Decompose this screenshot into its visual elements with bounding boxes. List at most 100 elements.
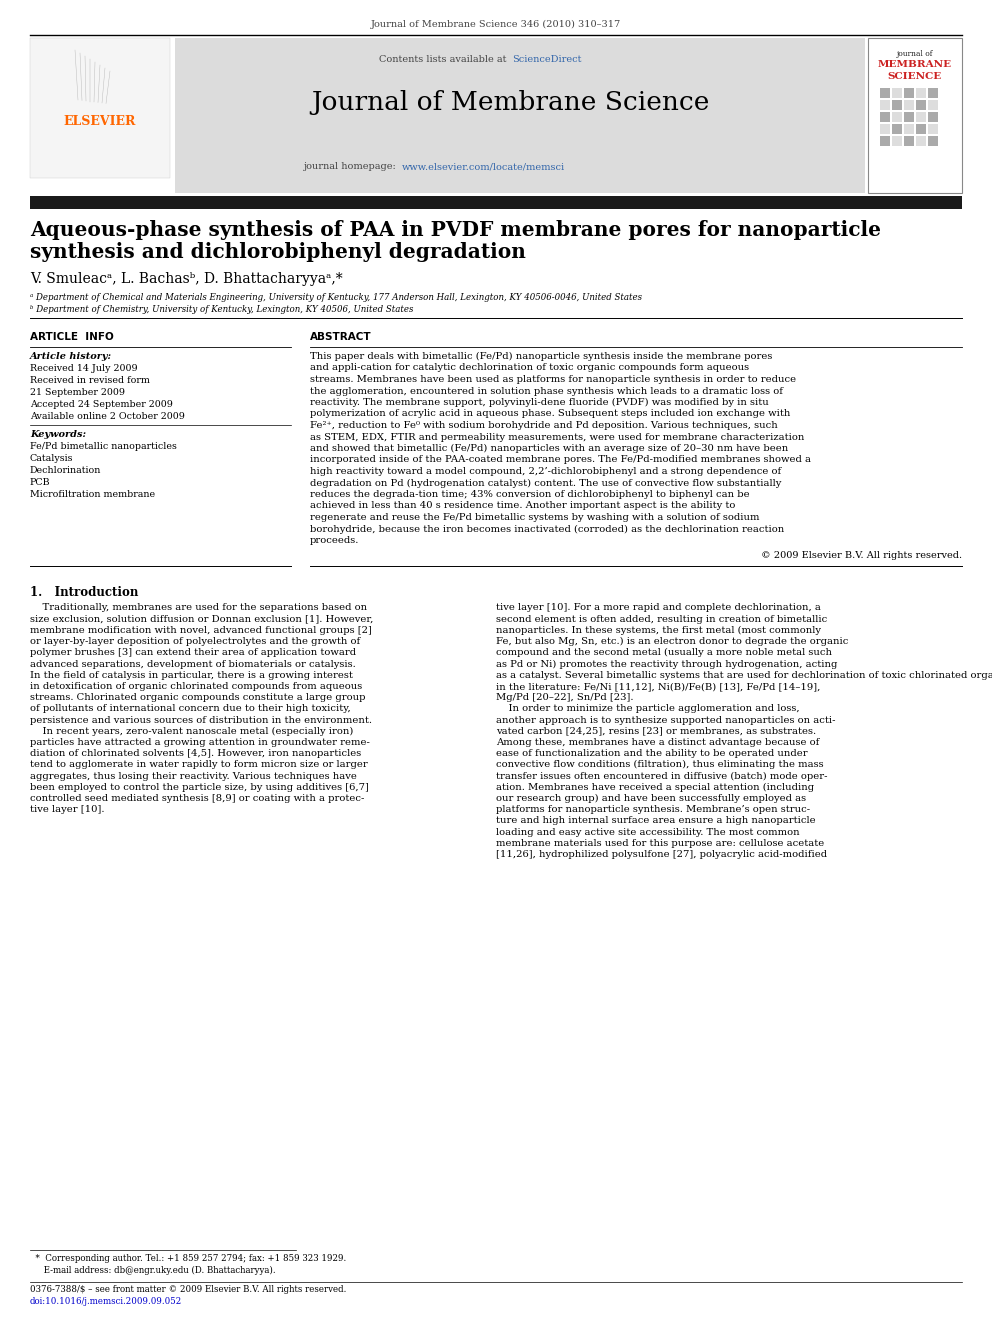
Text: advanced separations, development of biomaterials or catalysis.: advanced separations, development of bio… [30, 659, 356, 668]
Text: reduces the degrada-tion time; 43% conversion of dichlorobiphenyl to biphenyl ca: reduces the degrada-tion time; 43% conve… [310, 490, 750, 499]
Text: streams. Chlorinated organic compounds constitute a large group: streams. Chlorinated organic compounds c… [30, 693, 365, 703]
Text: as STEM, EDX, FTIR and permeability measurements, were used for membrane charact: as STEM, EDX, FTIR and permeability meas… [310, 433, 805, 442]
Bar [904, 112, 914, 122]
Bar [892, 101, 902, 110]
Text: ABSTRACT: ABSTRACT [310, 332, 372, 343]
Text: PCB: PCB [30, 478, 51, 487]
Text: nanoparticles. In these systems, the first metal (most commonly: nanoparticles. In these systems, the fir… [496, 626, 821, 635]
Text: been employed to control the particle size, by using additives [6,7]: been employed to control the particle si… [30, 783, 369, 791]
Text: 1.   Introduction: 1. Introduction [30, 586, 138, 598]
Bar [904, 124, 914, 134]
Text: journal of: journal of [897, 50, 933, 58]
Text: Journal of Membrane Science: Journal of Membrane Science [310, 90, 709, 115]
Text: Aqueous-phase synthesis of PAA in PVDF membrane pores for nanoparticle: Aqueous-phase synthesis of PAA in PVDF m… [30, 220, 881, 239]
Text: ture and high internal surface area ensure a high nanoparticle: ture and high internal surface area ensu… [496, 816, 815, 826]
Text: another approach is to synthesize supported nanoparticles on acti-: another approach is to synthesize suppor… [496, 716, 835, 725]
Text: In recent years, zero-valent nanoscale metal (especially iron): In recent years, zero-valent nanoscale m… [30, 726, 353, 736]
Text: ease of functionalization and the ability to be operated under: ease of functionalization and the abilit… [496, 749, 807, 758]
Text: ation. Membranes have received a special attention (including: ation. Membranes have received a special… [496, 783, 814, 792]
Text: degradation on Pd (hydrogenation catalyst) content. The use of convective flow s: degradation on Pd (hydrogenation catalys… [310, 479, 782, 488]
Text: Fe, but also Mg, Sn, etc.) is an electron donor to degrade the organic: Fe, but also Mg, Sn, etc.) is an electro… [496, 638, 848, 646]
Text: ELSEVIER: ELSEVIER [63, 115, 136, 128]
Text: Accepted 24 September 2009: Accepted 24 September 2009 [30, 400, 173, 409]
Text: [11,26], hydrophilized polysulfone [27], polyacrylic acid-modified: [11,26], hydrophilized polysulfone [27],… [496, 849, 827, 859]
Text: borohydride, because the iron becomes inactivated (corroded) as the dechlorinati: borohydride, because the iron becomes in… [310, 524, 785, 533]
Text: the agglomeration, encountered in solution phase synthesis which leads to a dram: the agglomeration, encountered in soluti… [310, 386, 783, 396]
Text: Fe²⁺, reduction to Fe⁰ with sodium borohydride and Pd deposition. Various techni: Fe²⁺, reduction to Fe⁰ with sodium boroh… [310, 421, 778, 430]
Text: Journal of Membrane Science 346 (2010) 310–317: Journal of Membrane Science 346 (2010) 3… [371, 20, 621, 29]
Text: Catalysis: Catalysis [30, 454, 73, 463]
Text: Article history:: Article history: [30, 352, 112, 361]
Bar [916, 124, 926, 134]
Bar [928, 89, 938, 98]
Text: Dechlorination: Dechlorination [30, 466, 101, 475]
Bar [880, 89, 890, 98]
Text: in detoxification of organic chlorinated compounds from aqueous: in detoxification of organic chlorinated… [30, 681, 362, 691]
Bar [916, 112, 926, 122]
Text: platforms for nanoparticle synthesis. Membrane’s open struc-: platforms for nanoparticle synthesis. Me… [496, 806, 810, 814]
Text: 21 September 2009: 21 September 2009 [30, 388, 125, 397]
Bar [892, 112, 902, 122]
Text: second element is often added, resulting in creation of bimetallic: second element is often added, resulting… [496, 615, 827, 623]
Bar [928, 124, 938, 134]
Bar [880, 124, 890, 134]
Text: incorporated inside of the PAA-coated membrane pores. The Fe/Pd-modified membran: incorporated inside of the PAA-coated me… [310, 455, 811, 464]
Text: diation of chlorinated solvents [4,5]. However, iron nanoparticles: diation of chlorinated solvents [4,5]. H… [30, 749, 361, 758]
Bar [892, 124, 902, 134]
Text: E-mail address: db@engr.uky.edu (D. Bhattacharyya).: E-mail address: db@engr.uky.edu (D. Bhat… [30, 1266, 276, 1275]
Text: © 2009 Elsevier B.V. All rights reserved.: © 2009 Elsevier B.V. All rights reserved… [761, 552, 962, 561]
Text: Microfiltration membrane: Microfiltration membrane [30, 490, 155, 499]
Text: MEMBRANE: MEMBRANE [878, 60, 952, 69]
Text: convective flow conditions (filtration), thus eliminating the mass: convective flow conditions (filtration),… [496, 761, 823, 770]
Text: SCIENCE: SCIENCE [888, 71, 942, 81]
Text: synthesis and dichlorobiphenyl degradation: synthesis and dichlorobiphenyl degradati… [30, 242, 526, 262]
Text: Received in revised form: Received in revised form [30, 376, 150, 385]
Text: regenerate and reuse the Fe/Pd bimetallic systems by washing with a solution of : regenerate and reuse the Fe/Pd bimetalli… [310, 513, 760, 523]
Text: controlled seed mediated synthesis [8,9] or coating with a protec-: controlled seed mediated synthesis [8,9]… [30, 794, 364, 803]
Bar [880, 136, 890, 146]
Text: Received 14 July 2009: Received 14 July 2009 [30, 364, 138, 373]
Bar [916, 101, 926, 110]
Text: In order to minimize the particle agglomeration and loss,: In order to minimize the particle agglom… [496, 704, 800, 713]
Text: Keywords:: Keywords: [30, 430, 86, 439]
Text: tend to agglomerate in water rapidly to form micron size or larger: tend to agglomerate in water rapidly to … [30, 761, 368, 769]
Text: as Pd or Ni) promotes the reactivity through hydrogenation, acting: as Pd or Ni) promotes the reactivity thr… [496, 659, 837, 668]
Text: tive layer [10]. For a more rapid and complete dechlorination, a: tive layer [10]. For a more rapid and co… [496, 603, 820, 613]
Text: of pollutants of international concern due to their high toxicity,: of pollutants of international concern d… [30, 704, 351, 713]
Text: transfer issues often encountered in diffusive (batch) mode oper-: transfer issues often encountered in dif… [496, 771, 827, 781]
Text: aggregates, thus losing their reactivity. Various techniques have: aggregates, thus losing their reactivity… [30, 771, 357, 781]
Bar [892, 89, 902, 98]
Text: and showed that bimetallic (Fe/Pd) nanoparticles with an average size of 20–30 n: and showed that bimetallic (Fe/Pd) nanop… [310, 445, 789, 452]
Text: as a catalyst. Several bimetallic systems that are used for dechlorination of to: as a catalyst. Several bimetallic system… [496, 671, 992, 680]
Text: persistence and various sources of distribution in the environment.: persistence and various sources of distr… [30, 716, 372, 725]
Bar [868, 38, 962, 193]
Text: Available online 2 October 2009: Available online 2 October 2009 [30, 411, 185, 421]
Bar [916, 136, 926, 146]
Text: or layer-by-layer deposition of polyelectrolytes and the growth of: or layer-by-layer deposition of polyelec… [30, 638, 360, 646]
Text: compound and the second metal (usually a more noble metal such: compound and the second metal (usually a… [496, 648, 832, 658]
Text: size exclusion, solution diffusion or Donnan exclusion [1]. However,: size exclusion, solution diffusion or Do… [30, 615, 373, 623]
Text: Contents lists available at: Contents lists available at [379, 56, 510, 64]
Bar [892, 136, 902, 146]
Text: reactivity. The membrane support, polyvinyli-dene fluoride (PVDF) was modified b: reactivity. The membrane support, polyvi… [310, 398, 769, 407]
Text: ScienceDirect: ScienceDirect [512, 56, 581, 64]
Text: doi:10.1016/j.memsci.2009.09.052: doi:10.1016/j.memsci.2009.09.052 [30, 1297, 183, 1306]
Text: vated carbon [24,25], resins [23] or membranes, as substrates.: vated carbon [24,25], resins [23] or mem… [496, 726, 816, 736]
Text: ᵇ Department of Chemistry, University of Kentucky, Lexington, KY 40506, United S: ᵇ Department of Chemistry, University of… [30, 306, 414, 314]
Bar [928, 136, 938, 146]
Bar [928, 112, 938, 122]
Text: ᵃ Department of Chemical and Materials Engineering, University of Kentucky, 177 : ᵃ Department of Chemical and Materials E… [30, 292, 642, 302]
Text: In the field of catalysis in particular, there is a growing interest: In the field of catalysis in particular,… [30, 671, 353, 680]
Text: Traditionally, membranes are used for the separations based on: Traditionally, membranes are used for th… [30, 603, 367, 613]
Bar [904, 101, 914, 110]
Text: 0376-7388/$ – see front matter © 2009 Elsevier B.V. All rights reserved.: 0376-7388/$ – see front matter © 2009 El… [30, 1285, 346, 1294]
Text: *  Corresponding author. Tel.: +1 859 257 2794; fax: +1 859 323 1929.: * Corresponding author. Tel.: +1 859 257… [30, 1254, 346, 1263]
Bar [880, 101, 890, 110]
Text: high reactivity toward a model compound, 2,2’-dichlorobiphenyl and a strong depe: high reactivity toward a model compound,… [310, 467, 782, 476]
Text: ARTICLE  INFO: ARTICLE INFO [30, 332, 114, 343]
Text: membrane materials used for this purpose are: cellulose acetate: membrane materials used for this purpose… [496, 839, 824, 848]
Text: in the literature: Fe/Ni [11,12], Ni(B)/Fe(B) [13], Fe/Pd [14–19],: in the literature: Fe/Ni [11,12], Ni(B)/… [496, 681, 820, 691]
Text: achieved in less than 40 s residence time. Another important aspect is the abili: achieved in less than 40 s residence tim… [310, 501, 735, 511]
Text: our research group) and have been successfully employed as: our research group) and have been succes… [496, 794, 806, 803]
Text: polymerization of acrylic acid in aqueous phase. Subsequent steps included ion e: polymerization of acrylic acid in aqueou… [310, 410, 791, 418]
